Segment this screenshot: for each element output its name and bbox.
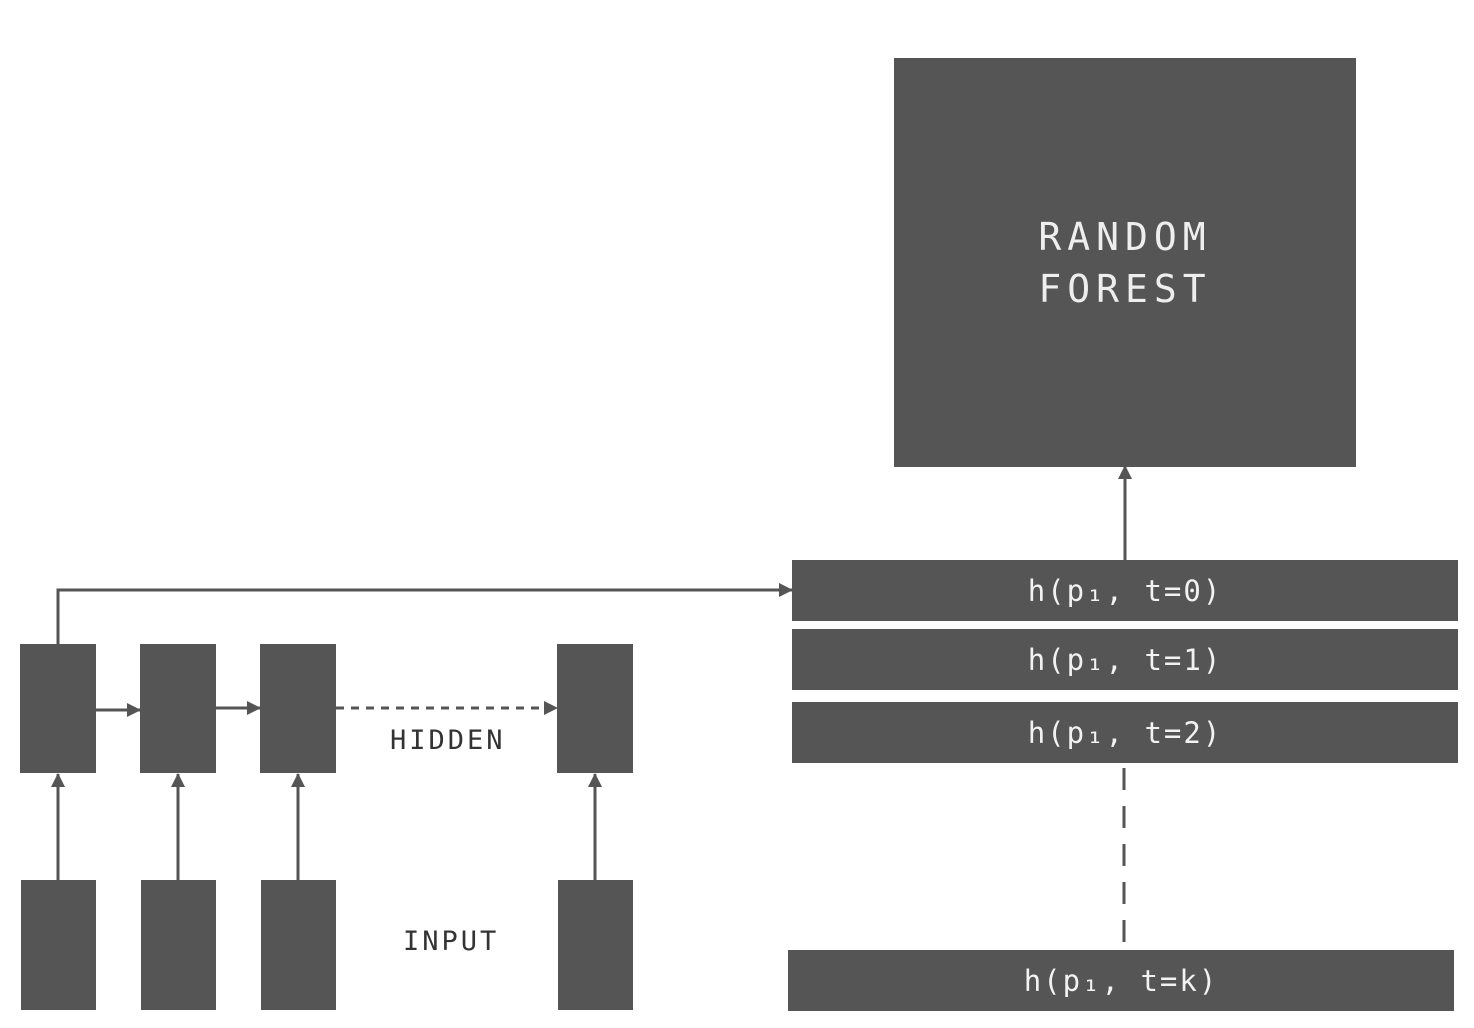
hidden-layer-label: HIDDEN bbox=[390, 725, 506, 756]
hidden-cell-4 bbox=[557, 644, 633, 773]
input-cell-3 bbox=[261, 880, 336, 1010]
hidden-cell-2 bbox=[140, 644, 216, 773]
hidden-to-state-arrow bbox=[56, 583, 793, 644]
hidden-state-bar-t2: h(p₁, t=2) bbox=[792, 702, 1458, 763]
random-forest-box: RANDOM FOREST bbox=[894, 58, 1356, 467]
input-cell-1 bbox=[21, 880, 96, 1010]
hidden-state-bar-tk: h(p₁, t=k) bbox=[788, 950, 1454, 1011]
hidden-cell-1 bbox=[20, 644, 96, 773]
input-cell-4 bbox=[558, 880, 633, 1010]
hidden-state-bar-t1: h(p₁, t=1) bbox=[792, 629, 1458, 690]
input-layer-label: INPUT bbox=[403, 926, 500, 957]
random-forest-label-line1: RANDOM bbox=[1038, 214, 1212, 259]
hidden-cell-3 bbox=[260, 644, 336, 773]
hidden-state-bar-t0: h(p₁, t=0) bbox=[792, 560, 1458, 621]
input-cell-2 bbox=[141, 880, 216, 1010]
random-forest-label-line2: FOREST bbox=[1038, 266, 1212, 311]
